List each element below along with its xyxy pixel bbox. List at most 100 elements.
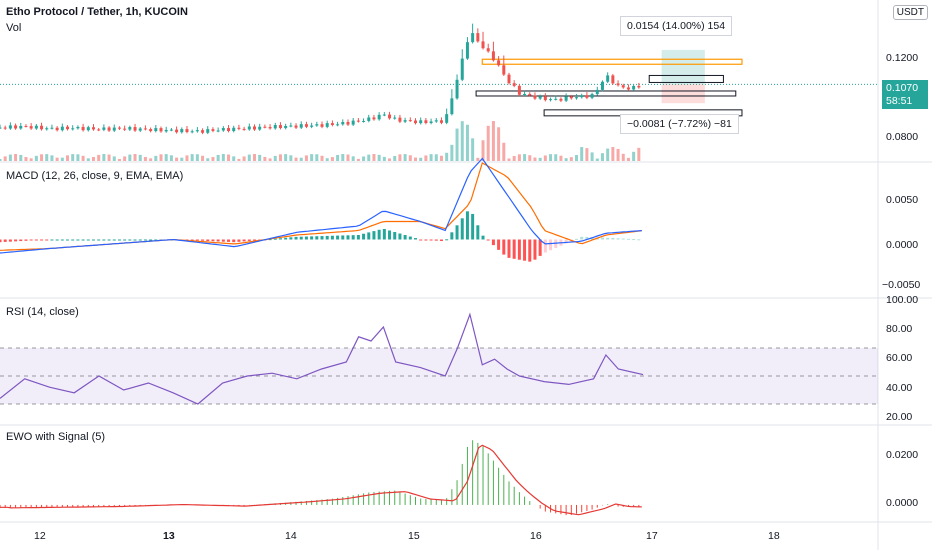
volume-bar	[29, 158, 33, 161]
volume-bar	[528, 155, 532, 161]
macd-histogram-bar	[491, 239, 495, 246]
price-candle	[185, 129, 189, 133]
price-candle	[330, 123, 334, 125]
rsi-tick: 80.00	[886, 323, 913, 335]
price-candle	[24, 125, 28, 127]
volume-bar	[278, 154, 282, 161]
price-candle	[554, 98, 558, 100]
price-candle	[481, 41, 485, 49]
macd-histogram-bar	[206, 239, 210, 242]
volume-bar	[606, 148, 610, 161]
price-candle	[507, 74, 511, 84]
time-tick: 13	[163, 530, 175, 542]
macd-histogram-bar	[398, 233, 402, 240]
price-candle	[206, 129, 210, 133]
price-candle	[351, 120, 355, 125]
macd-histogram-bar	[289, 237, 293, 240]
price-candle	[559, 98, 563, 101]
volume-bar	[154, 155, 158, 161]
price-candle	[476, 33, 480, 42]
volume-bar	[133, 154, 137, 161]
price-candle	[195, 130, 199, 132]
price-candle	[138, 128, 142, 131]
price-candle	[55, 127, 59, 131]
volume-bar	[538, 157, 542, 161]
price-candle	[3, 127, 7, 129]
macd-histogram-bar	[133, 239, 137, 241]
price-candle	[294, 125, 298, 128]
macd-histogram-bar	[66, 239, 70, 241]
level-box	[648, 74, 724, 83]
price-candle	[216, 130, 220, 132]
macd-histogram-bar	[310, 236, 314, 240]
volume-bar	[91, 157, 95, 161]
volume-bar	[211, 157, 215, 161]
macd-histogram-bar	[538, 239, 542, 256]
price-candle	[45, 128, 49, 130]
price-candle	[221, 128, 225, 131]
volume-bar	[580, 147, 584, 161]
volume-bar	[356, 158, 360, 161]
position-line	[481, 58, 743, 65]
volume-bar	[86, 158, 90, 161]
price-candle	[304, 124, 308, 127]
price-candle	[133, 127, 137, 131]
price-candle	[117, 127, 121, 129]
volume-bar	[40, 154, 44, 161]
price-candle	[356, 120, 360, 122]
rsi-tick: 40.00	[886, 382, 913, 394]
price-candle	[460, 58, 464, 80]
macd-histogram-bar	[330, 235, 334, 240]
price-candle	[201, 130, 205, 133]
volume-label: Vol	[6, 22, 22, 34]
volume-bar	[351, 156, 355, 161]
price-candle	[149, 129, 153, 132]
macd-histogram-bar	[143, 239, 147, 241]
volume-bar	[460, 121, 464, 161]
macd-histogram-bar	[517, 239, 521, 260]
macd-histogram-bar	[102, 239, 106, 241]
macd-histogram-bar	[40, 239, 44, 241]
currency-unit-button[interactable]: USDT	[892, 5, 928, 20]
price-candle	[71, 128, 75, 130]
macd-histogram-bar	[97, 239, 101, 241]
price-candle	[336, 124, 340, 126]
macd-histogram-bar	[29, 239, 33, 241]
macd-histogram-bar	[502, 239, 506, 255]
price-candle	[600, 81, 604, 90]
volume-bar	[486, 125, 490, 161]
macd-histogram-bar	[471, 213, 475, 240]
volume-bar	[600, 153, 604, 161]
macd-histogram-bar	[81, 239, 85, 241]
macd-histogram-bar	[227, 239, 231, 242]
price-candle	[143, 128, 147, 130]
price-candle	[227, 128, 231, 132]
macd-histogram-bar	[154, 239, 158, 241]
volume-bar	[24, 157, 28, 161]
macd-histogram-bar	[455, 225, 459, 240]
price-candle	[310, 125, 314, 127]
macd-histogram-bar	[8, 239, 12, 242]
volume-bar	[34, 155, 38, 161]
price-candle	[40, 125, 44, 130]
volume-bar	[164, 154, 168, 161]
volume-bar	[107, 154, 111, 161]
price-candle	[128, 127, 132, 130]
macd-histogram-bar	[460, 218, 464, 240]
price-candle	[372, 117, 376, 120]
macd-tick: −0.0050	[882, 279, 921, 291]
price-candle	[424, 120, 428, 123]
macd-histogram-bar	[533, 239, 537, 260]
volume-bar	[252, 154, 256, 161]
price-candle	[66, 126, 70, 130]
price-candle	[60, 126, 64, 131]
volume-bar	[382, 156, 386, 161]
macd-histogram-bar	[362, 233, 366, 240]
macd-histogram-bar	[528, 239, 532, 262]
price-tick: 0.1200	[886, 52, 919, 64]
macd-histogram-bar	[388, 230, 392, 240]
volume-bar	[336, 154, 340, 161]
macd-histogram-bar	[372, 231, 376, 240]
volume-bar	[450, 144, 454, 161]
